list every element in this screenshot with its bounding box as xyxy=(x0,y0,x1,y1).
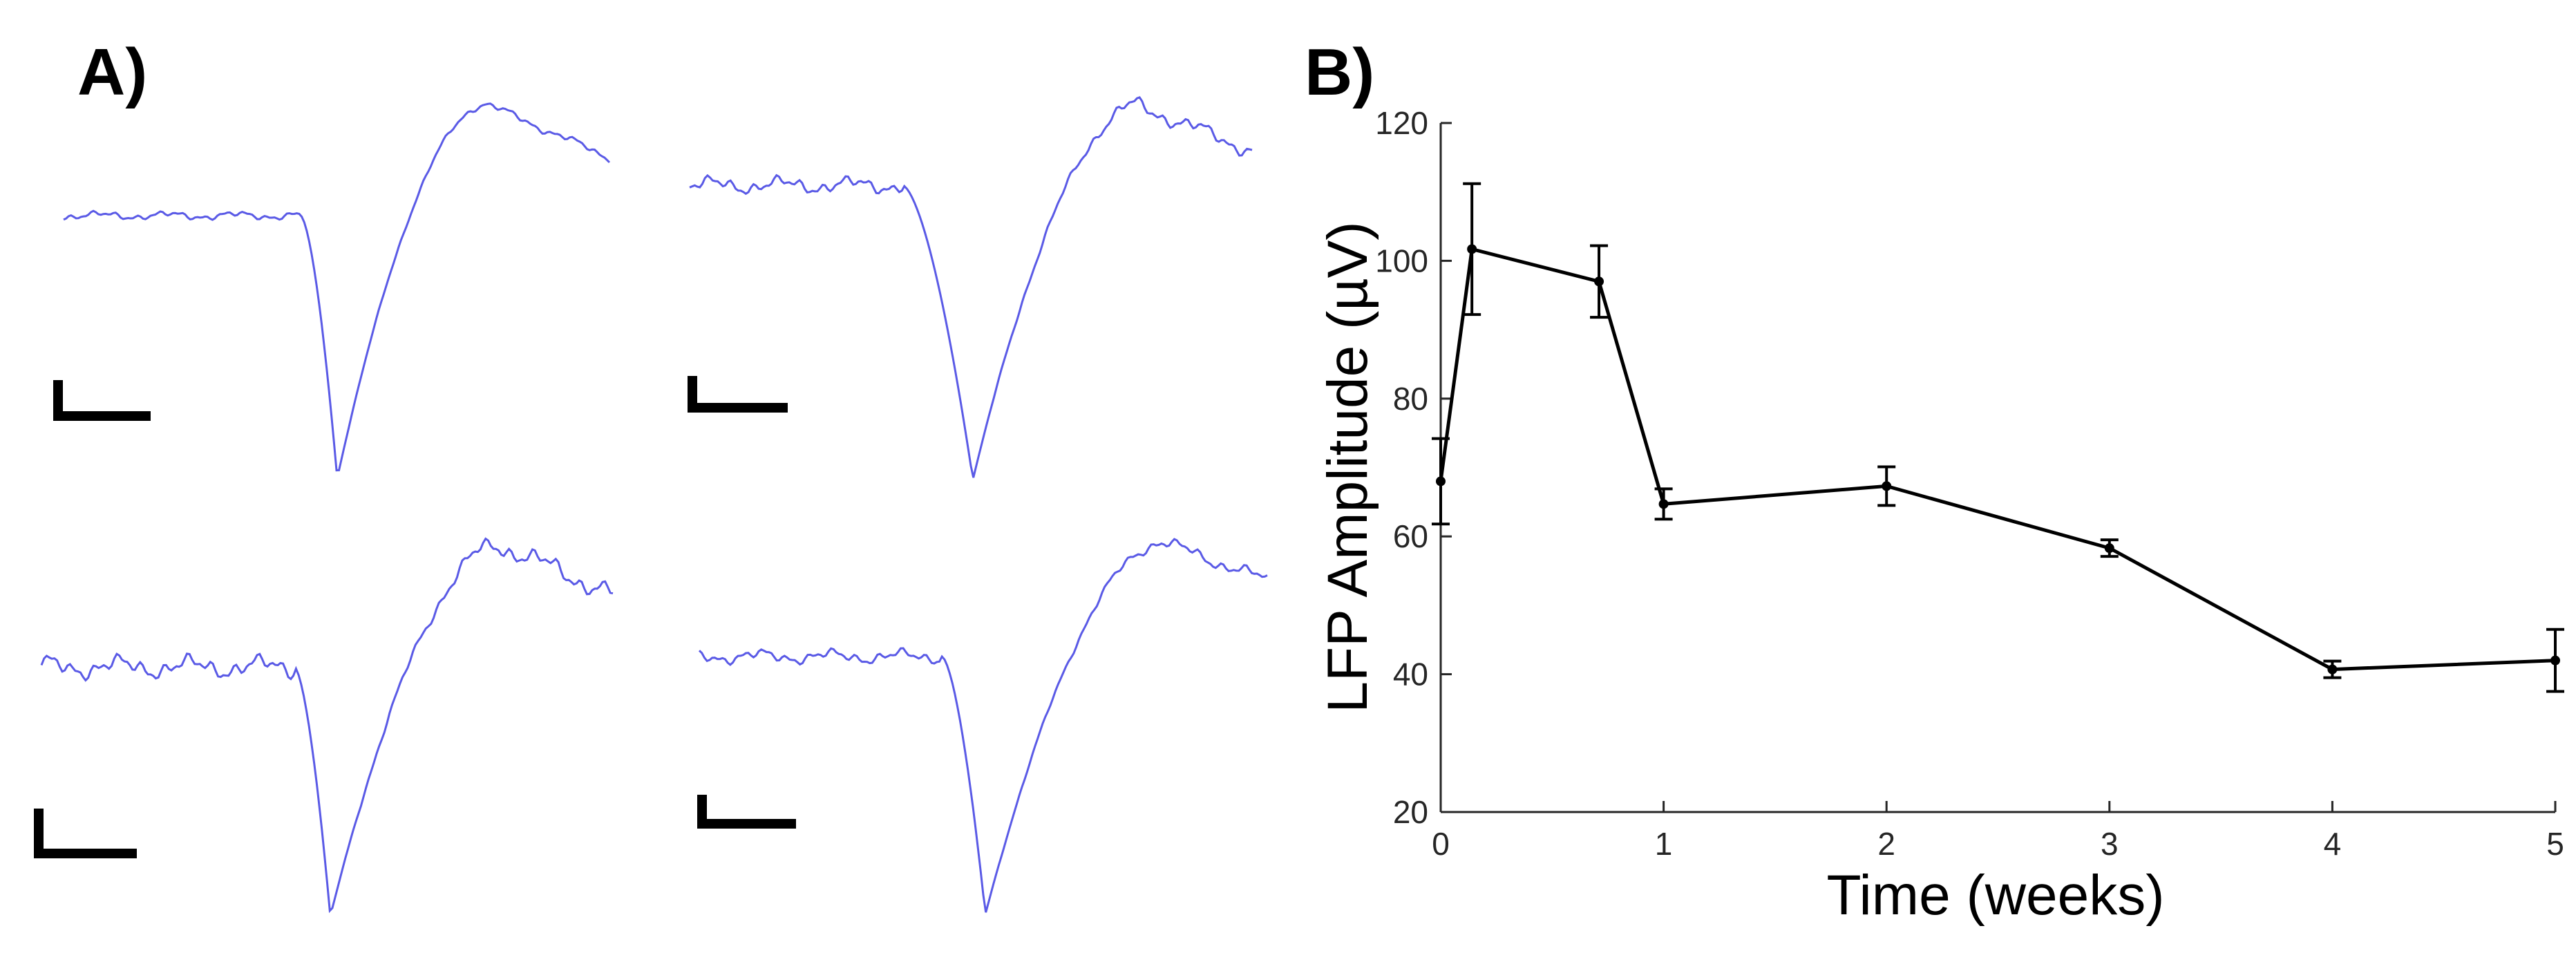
y-ticks: 20 40 60 80 100 120 xyxy=(1375,105,1452,830)
lfp-amplitude-chart: 20 40 60 80 100 120 0 1 2 3 4 5 Time (weeks) LFP A… xyxy=(1316,105,2564,927)
scale-bar xyxy=(34,809,137,858)
scale-bar xyxy=(697,795,796,829)
data-point xyxy=(2327,664,2338,674)
y-tick-label: 20 xyxy=(1393,794,1428,830)
y-tick-label: 60 xyxy=(1393,518,1428,554)
data-points xyxy=(1436,244,2560,674)
x-tick-label: 5 xyxy=(2546,826,2564,862)
y-tick-label: 100 xyxy=(1375,243,1428,279)
waveform-trace xyxy=(689,96,1253,478)
series-line xyxy=(1439,247,2556,672)
scale-bar xyxy=(53,380,151,421)
waveform xyxy=(34,537,614,914)
x-tick-label: 2 xyxy=(1877,826,1895,862)
waveform xyxy=(697,538,1268,913)
data-point xyxy=(1658,499,1669,509)
error-bars xyxy=(1432,182,2564,693)
waveform-panel xyxy=(34,96,1268,914)
data-point xyxy=(2550,655,2560,666)
panel-a-label: A) xyxy=(77,35,147,109)
data-point xyxy=(2104,543,2114,554)
waveform xyxy=(688,96,1253,478)
panel-b-label: B) xyxy=(1305,35,1374,109)
x-tick-label: 1 xyxy=(1655,826,1673,862)
x-tick-label: 0 xyxy=(1432,826,1450,862)
x-tick-label: 3 xyxy=(2101,826,2119,862)
x-tick-label: 4 xyxy=(2324,826,2342,862)
y-tick-label: 120 xyxy=(1375,105,1428,141)
data-point xyxy=(1882,481,1892,491)
waveform-trace xyxy=(63,102,611,472)
data-point xyxy=(1436,476,1446,487)
waveform-trace xyxy=(40,537,614,914)
data-point xyxy=(1594,276,1604,287)
y-axis-title: LFP Amplitude (µV) xyxy=(1316,221,1379,713)
waveform-trace xyxy=(698,538,1268,913)
scale-bar xyxy=(688,376,788,413)
waveform xyxy=(53,102,611,472)
data-point xyxy=(1467,244,1477,254)
x-ticks: 0 1 2 3 4 5 xyxy=(1432,801,2564,862)
x-axis-title: Time (weeks) xyxy=(1827,864,2165,927)
y-tick-label: 80 xyxy=(1393,381,1428,417)
y-tick-label: 40 xyxy=(1393,657,1428,692)
